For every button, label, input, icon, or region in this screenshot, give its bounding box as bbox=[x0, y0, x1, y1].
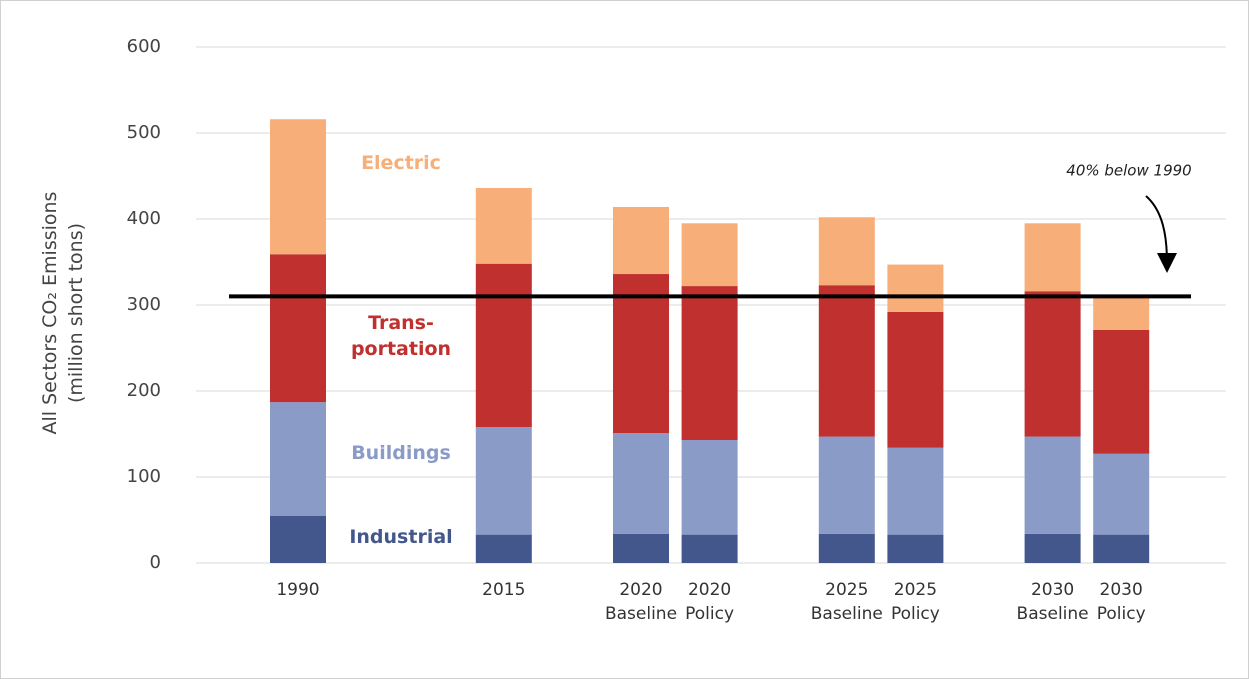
bar-segment bbox=[681, 440, 738, 535]
bar-segment bbox=[818, 436, 875, 534]
bar-segment bbox=[887, 534, 944, 563]
bar-segment bbox=[1024, 223, 1081, 292]
bar-segment bbox=[475, 263, 532, 428]
y-tick-label: 600 bbox=[127, 36, 161, 57]
x-tick-label: 2030 Policy bbox=[1096, 580, 1146, 624]
legend-label: Industrial bbox=[349, 526, 453, 548]
bar-segment bbox=[818, 533, 875, 563]
y-axis-label-line: (million short tons) bbox=[65, 222, 87, 404]
bar-segment bbox=[887, 264, 944, 312]
legend-label: Trans- portation bbox=[350, 312, 452, 360]
bar-segment bbox=[818, 217, 875, 286]
bar-segment bbox=[1093, 329, 1150, 454]
bar-segment bbox=[1093, 297, 1150, 330]
y-axis-label: All Sectors CO₂ Emissions (million short… bbox=[37, 103, 89, 523]
bar-segment bbox=[681, 534, 738, 563]
bar-segment bbox=[1093, 453, 1150, 535]
x-tick-label: 2025 Policy bbox=[890, 580, 940, 624]
bar-segment bbox=[887, 447, 944, 535]
x-tick-label: 1990 bbox=[276, 580, 320, 600]
legend-label: Electric bbox=[361, 152, 441, 174]
bar-segment bbox=[475, 534, 532, 563]
bar-segment bbox=[613, 274, 669, 434]
x-tick-label: 2020 Policy bbox=[685, 580, 735, 624]
y-tick-label: 100 bbox=[127, 466, 161, 487]
bar-segment bbox=[270, 402, 326, 516]
bar-segment bbox=[613, 533, 669, 563]
bar-segment bbox=[681, 286, 738, 441]
y-tick-label: 500 bbox=[127, 122, 161, 143]
bar-segment bbox=[613, 206, 669, 275]
bar-segment bbox=[270, 119, 326, 255]
x-tick-label: 2015 bbox=[482, 580, 526, 600]
x-tick-label: 2020 Baseline bbox=[604, 580, 678, 624]
x-tick-label: 2025 Baseline bbox=[810, 580, 883, 624]
bar-segment bbox=[818, 285, 875, 437]
annotation: 40% below 1990 bbox=[1066, 162, 1191, 180]
bar-segment bbox=[613, 433, 669, 534]
annotation-arrow bbox=[1145, 195, 1177, 273]
bar-segment bbox=[475, 427, 532, 535]
y-axis-label-line: All Sectors CO₂ Emissions bbox=[39, 191, 61, 435]
bar-segment bbox=[270, 254, 326, 403]
y-tick-label: 0 bbox=[150, 552, 161, 573]
bar-segment bbox=[270, 515, 326, 563]
bar-segment bbox=[475, 188, 532, 264]
bar-segment bbox=[887, 311, 944, 448]
y-tick-label: 200 bbox=[127, 380, 161, 401]
bar-segment bbox=[681, 223, 738, 287]
bar-segment bbox=[1024, 436, 1081, 534]
legend-label: Buildings bbox=[351, 442, 451, 464]
x-tick-label: 2030 Baseline bbox=[1016, 580, 1089, 624]
bar-segment bbox=[1024, 291, 1081, 437]
y-tick-label: 400 bbox=[127, 208, 161, 229]
y-tick-label: 300 bbox=[127, 294, 161, 315]
bar-segment bbox=[1093, 534, 1150, 563]
bar-segment bbox=[1024, 533, 1081, 563]
